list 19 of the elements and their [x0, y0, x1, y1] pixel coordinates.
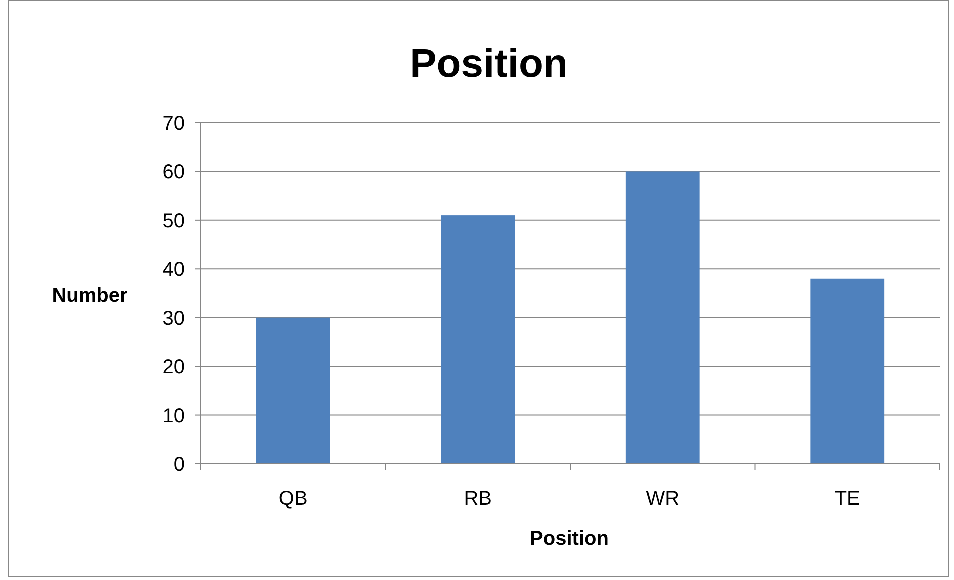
bar: [441, 216, 516, 464]
x-tick-label: QB: [278, 488, 308, 510]
y-tick-label: 70: [162, 113, 185, 135]
x-tick-label: RB: [464, 488, 492, 510]
y-tick-label: 0: [174, 454, 185, 476]
bar: [810, 278, 885, 464]
y-tick-label: 10: [162, 405, 185, 428]
bar: [626, 172, 700, 464]
y-tick-label: 30: [162, 308, 185, 330]
chart-title: Position: [410, 42, 568, 86]
y-tick-label: 20: [162, 356, 185, 379]
x-tick-label: WR: [646, 488, 680, 510]
bar: [256, 318, 330, 464]
y-tick-label: 60: [162, 162, 185, 184]
y-axis-title: Number: [52, 285, 128, 307]
x-tick-label: TE: [834, 488, 860, 510]
x-axis-title: Position: [530, 528, 609, 550]
y-tick-label: 40: [162, 259, 185, 282]
y-tick-label: 50: [162, 210, 185, 232]
